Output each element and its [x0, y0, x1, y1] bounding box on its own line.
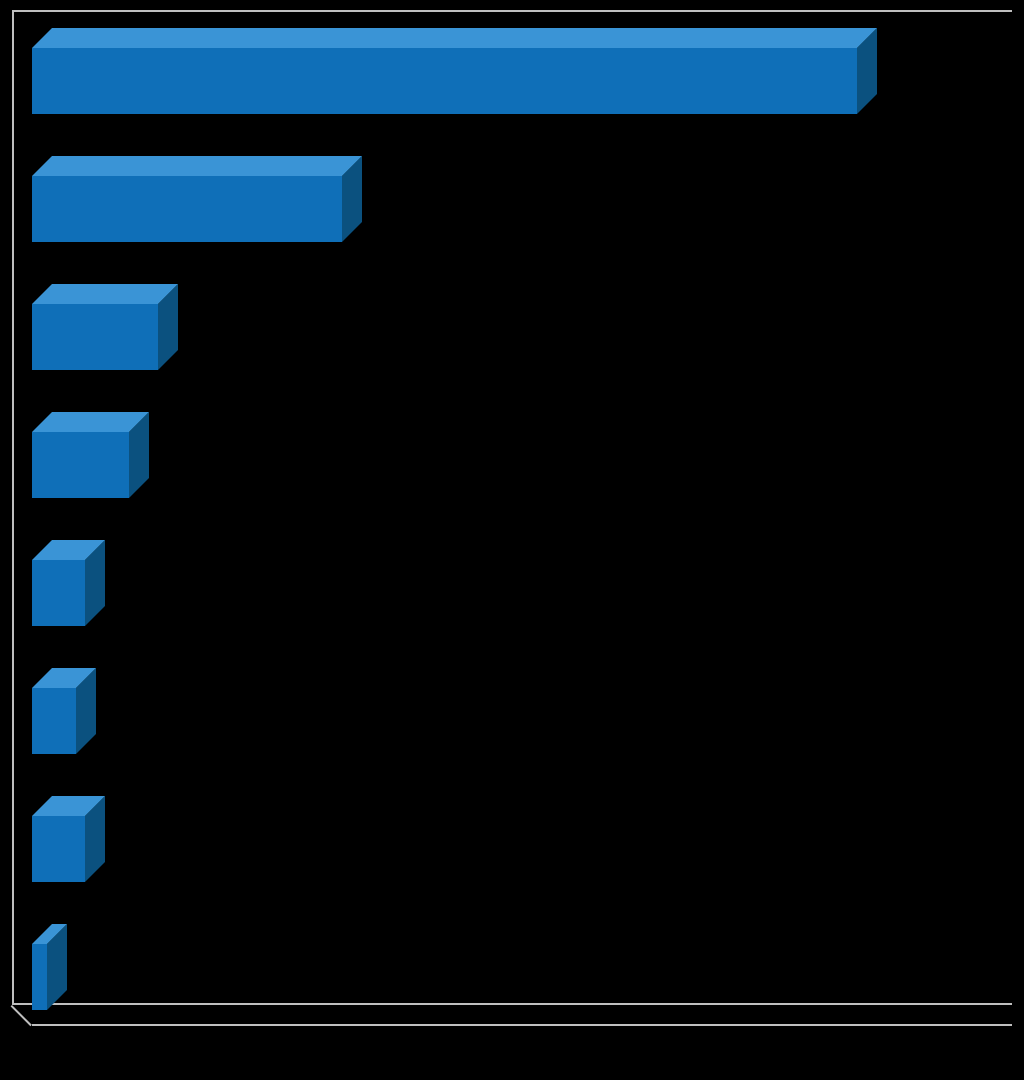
bar-8 — [32, 924, 67, 1010]
bar-7 — [32, 796, 105, 882]
bar-front — [32, 176, 342, 242]
plot-area — [12, 10, 1012, 1025]
bar-top — [32, 284, 178, 304]
bar-6 — [32, 668, 96, 754]
bar-front — [32, 304, 158, 370]
bar-front — [32, 560, 85, 626]
chart-floor-edge — [32, 1024, 1012, 1026]
bar-2 — [32, 156, 362, 242]
bar-front — [32, 944, 47, 1010]
bar-front — [32, 48, 857, 114]
bar-1 — [32, 28, 877, 114]
chart-floor-diagonal — [11, 1005, 32, 1026]
bar-top — [32, 156, 362, 176]
horizontal-3d-bar-chart — [0, 0, 1024, 1080]
bar-front — [32, 432, 129, 498]
bar-front — [32, 688, 76, 754]
bar-5 — [32, 540, 105, 626]
bar-front — [32, 816, 85, 882]
bar-3 — [32, 284, 178, 370]
bar-top — [32, 28, 877, 48]
bar-4 — [32, 412, 149, 498]
